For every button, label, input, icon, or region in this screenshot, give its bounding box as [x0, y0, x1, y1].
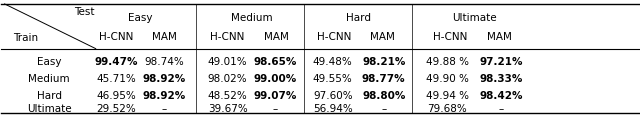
Text: 97.21%: 97.21%	[480, 57, 524, 67]
Text: –: –	[381, 104, 387, 114]
Text: 99.00%: 99.00%	[254, 74, 297, 84]
Text: 98.21%: 98.21%	[362, 57, 405, 67]
Text: 99.07%: 99.07%	[253, 91, 297, 101]
Text: 99.47%: 99.47%	[94, 57, 138, 67]
Text: H-CNN: H-CNN	[317, 32, 351, 42]
Text: MAM: MAM	[152, 32, 177, 42]
Text: 49.55%: 49.55%	[313, 74, 353, 84]
Text: 39.67%: 39.67%	[208, 104, 248, 114]
Text: 49.48%: 49.48%	[313, 57, 353, 67]
Text: 98.74%: 98.74%	[144, 57, 184, 67]
Text: –: –	[499, 104, 504, 114]
Text: 98.42%: 98.42%	[480, 91, 524, 101]
Text: Train: Train	[13, 33, 38, 43]
Text: 49.88 %: 49.88 %	[426, 57, 469, 67]
Text: Hard: Hard	[36, 91, 61, 101]
Text: 49.94 %: 49.94 %	[426, 91, 469, 101]
Text: Ultimate: Ultimate	[452, 13, 497, 23]
Text: Hard: Hard	[346, 13, 371, 23]
Text: 98.92%: 98.92%	[142, 91, 186, 101]
Text: 45.71%: 45.71%	[96, 74, 136, 84]
Text: 48.52%: 48.52%	[208, 91, 248, 101]
Text: 97.60%: 97.60%	[313, 91, 353, 101]
Text: 98.02%: 98.02%	[208, 74, 248, 84]
Text: H-CNN: H-CNN	[433, 32, 468, 42]
Text: 98.80%: 98.80%	[362, 91, 405, 101]
Text: Test: Test	[74, 7, 95, 16]
Text: H-CNN: H-CNN	[211, 32, 244, 42]
Text: 98.33%: 98.33%	[480, 74, 524, 84]
Text: Easy: Easy	[37, 57, 61, 67]
Text: 46.95%: 46.95%	[96, 91, 136, 101]
Text: MAM: MAM	[370, 32, 395, 42]
Text: Medium: Medium	[231, 13, 273, 23]
Text: 79.68%: 79.68%	[428, 104, 467, 114]
Text: MAM: MAM	[486, 32, 511, 42]
Text: 29.52%: 29.52%	[96, 104, 136, 114]
Text: 98.77%: 98.77%	[362, 74, 406, 84]
Text: MAM: MAM	[264, 32, 289, 42]
Text: 98.92%: 98.92%	[142, 74, 186, 84]
Text: 98.65%: 98.65%	[253, 57, 297, 67]
Text: H-CNN: H-CNN	[99, 32, 133, 42]
Text: –: –	[161, 104, 166, 114]
Text: 56.94%: 56.94%	[313, 104, 353, 114]
Text: –: –	[273, 104, 278, 114]
Text: 49.90 %: 49.90 %	[426, 74, 469, 84]
Text: 49.01%: 49.01%	[208, 57, 248, 67]
Text: Medium: Medium	[28, 74, 70, 84]
Text: Easy: Easy	[128, 13, 152, 23]
Text: Ultimate: Ultimate	[27, 104, 72, 114]
